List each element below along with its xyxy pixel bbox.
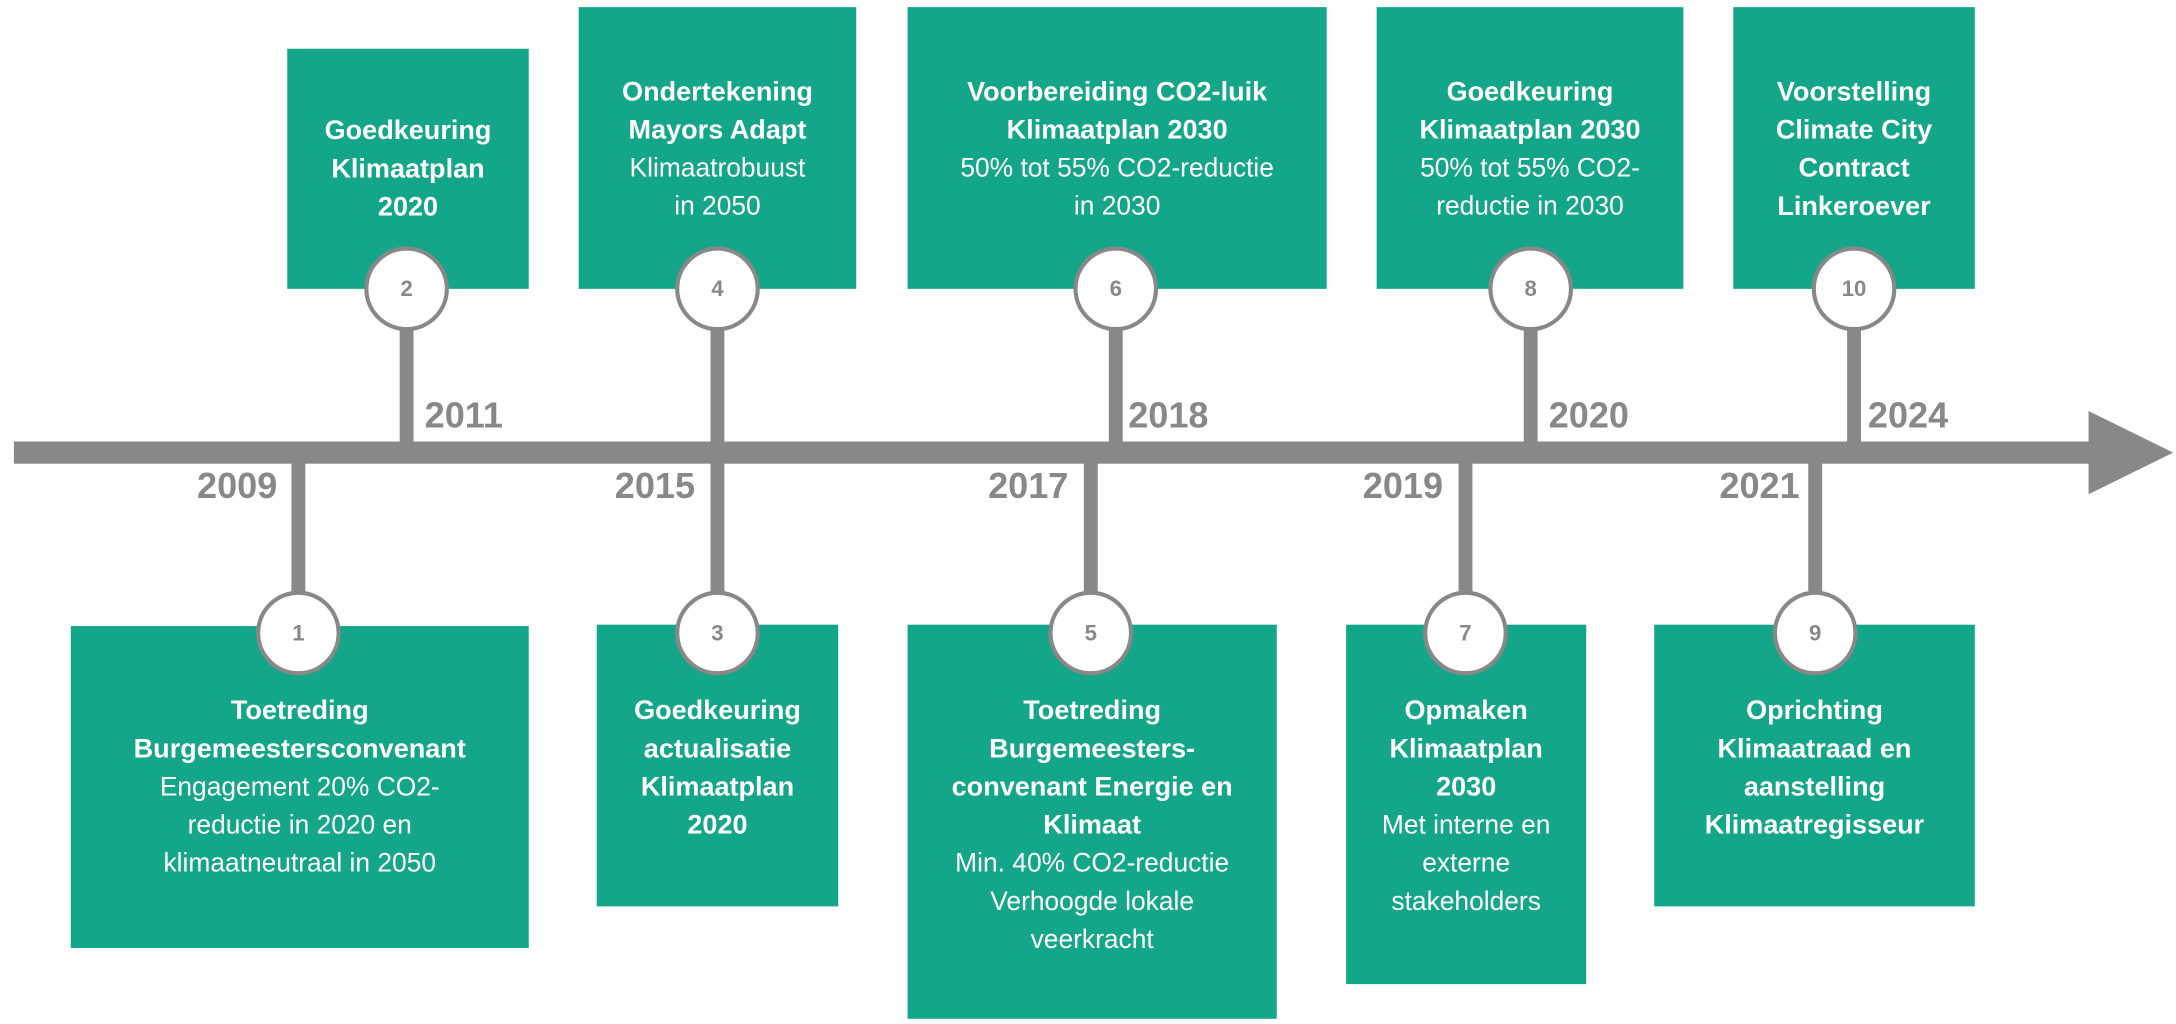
event-description: reductie in 2030 bbox=[1436, 191, 1624, 221]
event-title: Klimaat bbox=[1043, 810, 1141, 840]
axis-arrow bbox=[2088, 410, 2174, 495]
event-description: Klimaatrobuust bbox=[630, 152, 806, 182]
event-title: Toetreding bbox=[231, 695, 369, 725]
event-marker bbox=[675, 246, 760, 332]
event-number: 7 bbox=[1459, 620, 1471, 645]
event-year: 2017 bbox=[988, 465, 1068, 506]
event-number: 1 bbox=[292, 620, 304, 645]
axis-line bbox=[13, 441, 2103, 464]
event-title: Goedkeuring bbox=[325, 115, 492, 145]
event-title: convenant Energie en bbox=[952, 772, 1233, 802]
stem bbox=[1083, 452, 1098, 634]
event-description: veerkracht bbox=[1031, 924, 1155, 954]
event-box bbox=[578, 7, 857, 289]
event-title: Voorbereiding CO2-luik bbox=[967, 76, 1268, 106]
event-number: 9 bbox=[1809, 620, 1821, 645]
event-number: 4 bbox=[711, 276, 724, 301]
event-year: 2019 bbox=[1363, 465, 1443, 506]
event-title: Goedkeuring bbox=[1447, 76, 1614, 106]
event-box bbox=[1346, 624, 1587, 985]
event-title: actualisatie bbox=[644, 733, 791, 763]
event-title: Oprichting bbox=[1746, 695, 1883, 725]
event-title: Burgemeesters- bbox=[989, 733, 1195, 763]
event-title: 2030 bbox=[1436, 772, 1496, 802]
event-marker bbox=[675, 590, 760, 676]
event-number: 2 bbox=[400, 276, 412, 301]
event-title: Klimaatplan 2030 bbox=[1007, 114, 1228, 144]
event-year: 2011 bbox=[425, 394, 503, 435]
stem bbox=[1458, 452, 1473, 634]
stem bbox=[710, 452, 725, 634]
stem bbox=[291, 452, 306, 634]
event-number: 5 bbox=[1085, 620, 1097, 645]
event-box bbox=[1376, 7, 1684, 289]
event-title: Climate City bbox=[1776, 114, 1932, 144]
event-year: 2020 bbox=[1549, 394, 1629, 435]
event-title: aanstelling bbox=[1744, 772, 1885, 802]
event-description: reductie in 2020 en bbox=[188, 810, 412, 840]
event-year: 2015 bbox=[615, 465, 695, 506]
event-number: 8 bbox=[1525, 276, 1537, 301]
event-box bbox=[1733, 7, 1975, 289]
event-title: 2020 bbox=[378, 191, 438, 221]
event-marker bbox=[256, 590, 341, 676]
event-description: Met interne en bbox=[1382, 810, 1551, 840]
event-title: Linkeroever bbox=[1777, 191, 1931, 221]
event-title: Goedkeuring bbox=[634, 695, 801, 725]
event-title: Opmaken bbox=[1405, 695, 1528, 725]
event-box bbox=[70, 626, 529, 949]
event-title: Burgemeestersconvenant bbox=[134, 733, 466, 763]
event-title: Klimaatplan 2030 bbox=[1420, 114, 1641, 144]
event-year: 2021 bbox=[1719, 465, 1799, 506]
event-marker bbox=[1073, 246, 1159, 332]
event-description: in 2050 bbox=[674, 191, 760, 221]
event-description: klimaatneutraal in 2050 bbox=[163, 848, 436, 878]
event-title: Klimaatregisseur bbox=[1705, 810, 1925, 840]
event-title: Toetreding bbox=[1023, 695, 1161, 725]
event-title: Voorstelling bbox=[1777, 76, 1931, 106]
event-title: Contract bbox=[1798, 153, 1909, 183]
event-description: in 2030 bbox=[1074, 191, 1160, 221]
event-year: 2024 bbox=[1868, 394, 1948, 435]
event-title: 2020 bbox=[687, 810, 747, 840]
event-description: 50% tot 55% CO2-reductie bbox=[960, 152, 1274, 182]
event-marker bbox=[364, 246, 449, 332]
event-description: Engagement 20% CO2- bbox=[160, 771, 440, 801]
event-marker bbox=[1423, 590, 1508, 676]
event-title: Ondertekening bbox=[622, 76, 813, 106]
event-title: Klimaatraad en bbox=[1718, 733, 1912, 763]
event-number: 10 bbox=[1842, 276, 1867, 301]
event-description: Verhoogde lokale bbox=[990, 886, 1194, 916]
event-box bbox=[907, 7, 1327, 289]
event-title: Klimaatplan bbox=[1390, 733, 1543, 763]
event-year: 2009 bbox=[197, 465, 277, 506]
event-year: 2018 bbox=[1128, 394, 1208, 435]
event-description: 50% tot 55% CO2- bbox=[1420, 152, 1640, 182]
event-description: Min. 40% CO2-reductie bbox=[955, 848, 1229, 878]
event-box bbox=[907, 624, 1277, 1019]
event-description: stakeholders bbox=[1391, 886, 1540, 916]
event-marker bbox=[1488, 246, 1574, 332]
event-marker bbox=[1811, 246, 1897, 332]
stem bbox=[1808, 452, 1823, 634]
event-marker bbox=[1048, 590, 1134, 676]
event-description: externe bbox=[1422, 848, 1510, 878]
event-title: Mayors Adapt bbox=[629, 114, 807, 144]
event-number: 3 bbox=[711, 620, 723, 645]
event-title: Klimaatplan bbox=[331, 153, 484, 183]
event-number: 6 bbox=[1110, 276, 1122, 301]
event-title: Klimaatplan bbox=[641, 772, 794, 802]
event-marker bbox=[1772, 590, 1858, 676]
